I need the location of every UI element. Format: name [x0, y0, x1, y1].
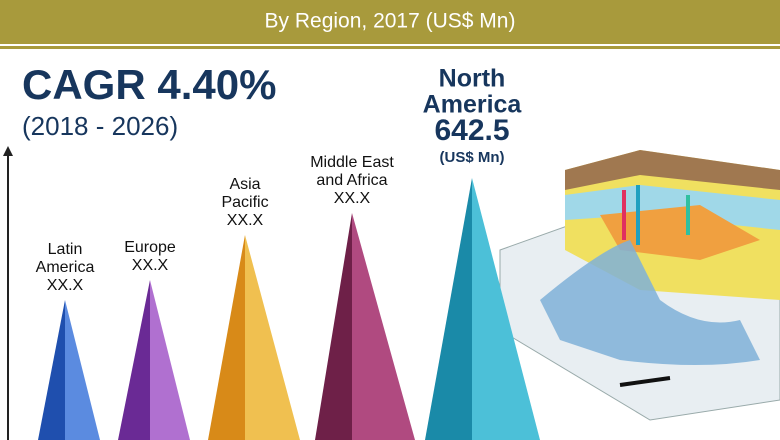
cone-right: [65, 300, 100, 440]
region-value: 642.5: [434, 114, 509, 147]
cone-right: [352, 213, 415, 440]
header-bar: [0, 0, 780, 44]
region-name: Europe: [124, 239, 176, 256]
cone-left: [208, 235, 245, 440]
region-value: XX.X: [334, 190, 371, 207]
region-name: America: [36, 259, 95, 276]
header-rule: [0, 46, 780, 49]
cone-left: [425, 178, 472, 440]
region-value: XX.X: [47, 277, 84, 294]
cone-right: [245, 235, 300, 440]
region-name: Pacific: [221, 194, 268, 211]
region-name: Middle East: [310, 154, 394, 171]
region-unit: (US$ Mn): [440, 149, 505, 166]
cagr-period: (2018 - 2026): [22, 111, 178, 141]
region-name: Latin: [48, 241, 83, 258]
region-name: North: [439, 65, 506, 93]
cone-right: [150, 280, 190, 440]
cone-right: [472, 178, 540, 440]
cagr-label: CAGR 4.40%: [22, 61, 276, 108]
region-name: America: [423, 91, 523, 119]
arrow-head: [3, 146, 13, 156]
region-value: XX.X: [227, 212, 264, 229]
region-value: XX.X: [132, 257, 169, 274]
subtitle: By Region, 2017 (US$ Mn): [265, 10, 516, 33]
cone-left: [315, 213, 352, 440]
region-name: and Africa: [316, 172, 387, 189]
cone-left: [38, 300, 65, 440]
cone-left: [118, 280, 150, 440]
terrain-image: [499, 150, 780, 421]
region-name: Asia: [229, 176, 260, 193]
